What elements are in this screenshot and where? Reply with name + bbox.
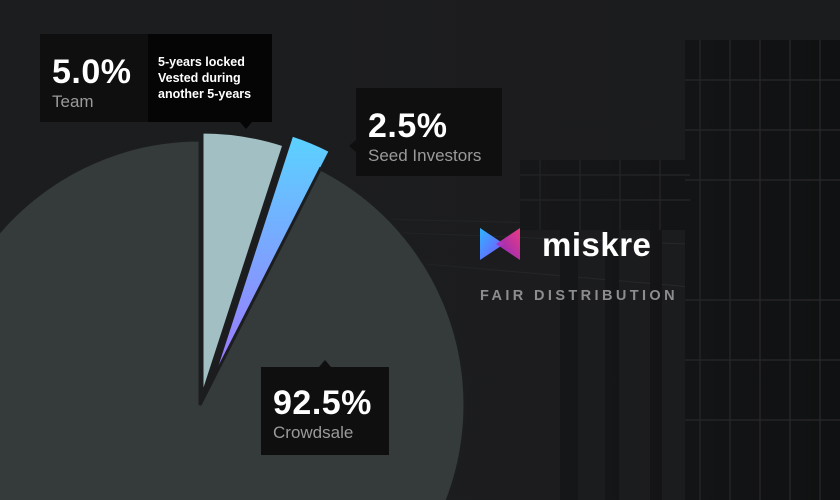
team-note-line: 5-years locked bbox=[158, 55, 245, 69]
team-percent: 5.0% bbox=[52, 53, 132, 91]
seed-callout: 2.5% Seed Investors bbox=[349, 88, 502, 176]
crowdsale-callout: 92.5% Crowdsale bbox=[261, 360, 389, 455]
crowdsale-percent: 92.5% bbox=[273, 384, 372, 422]
team-label: Team bbox=[52, 92, 94, 111]
seed-label: Seed Investors bbox=[368, 146, 482, 165]
team-callout-pointer bbox=[240, 122, 252, 129]
brand-name: miskre bbox=[542, 226, 652, 263]
team-callout: 5.0% Team bbox=[40, 34, 148, 122]
crowdsale-callout-pointer bbox=[319, 360, 331, 367]
miskre-logo-icon bbox=[480, 228, 520, 260]
brand-tagline: FAIR DISTRIBUTION bbox=[480, 288, 678, 304]
seed-callout-pointer bbox=[349, 140, 356, 152]
seed-percent: 2.5% bbox=[368, 107, 448, 145]
team-note-callout: 5-years locked Vested during another 5-y… bbox=[148, 34, 272, 129]
team-note-line: Vested during bbox=[158, 71, 241, 85]
crowdsale-label: Crowdsale bbox=[273, 423, 354, 442]
team-note-line: another 5-years bbox=[158, 87, 252, 101]
pie-slice-team bbox=[200, 130, 286, 398]
